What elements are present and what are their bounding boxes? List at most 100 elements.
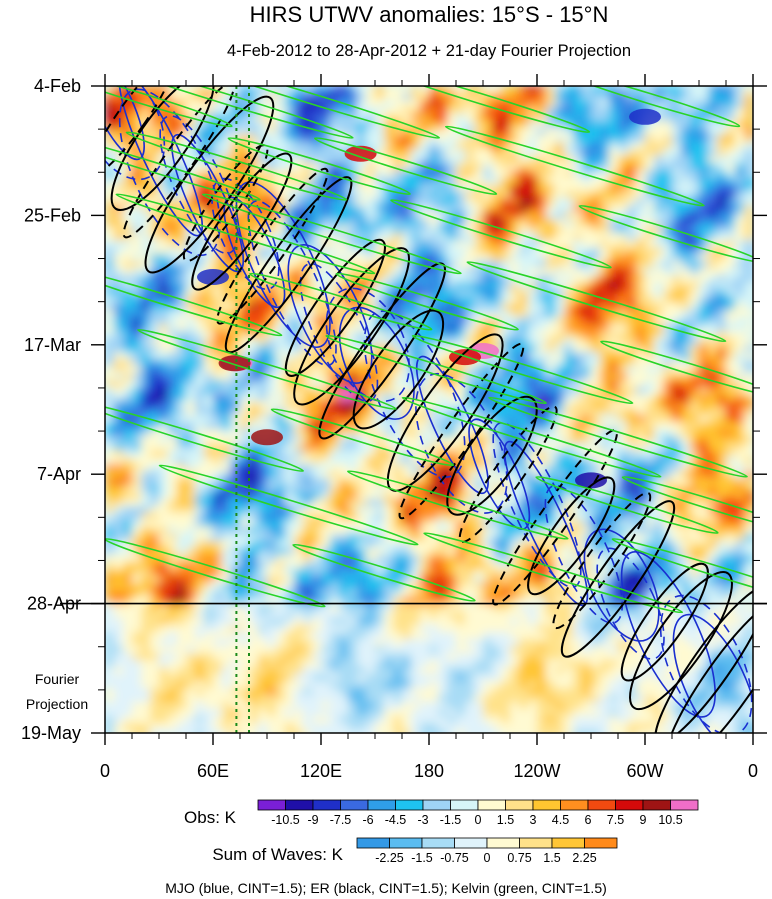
field-cell [726,506,736,514]
field-cell [573,562,583,570]
field-cell [204,338,214,346]
field-cell [627,93,637,101]
field-cell [402,555,412,563]
field-cell [294,198,304,206]
field-cell [240,534,250,542]
field-cell [240,219,250,227]
field-cell [483,527,493,535]
field-cell [177,527,187,535]
field-cell [177,506,187,514]
field-cell [123,506,133,514]
field-cell [177,205,187,213]
field-cell [123,492,133,500]
field-cell [393,226,403,234]
field-cell [402,436,412,444]
field-cell [312,303,322,311]
field-cell [321,499,331,507]
field-cell [600,233,610,241]
field-cell [708,422,718,430]
field-cell [636,240,646,248]
field-cell [177,499,187,507]
field-cell [717,254,727,262]
field-cell [564,135,574,143]
field-cell [366,506,376,514]
field-cell [159,527,169,535]
field-cell [690,205,700,213]
field-cell [600,107,610,115]
field-cell [564,184,574,192]
field-cell [222,352,232,360]
field-cell [231,254,241,262]
field-cell [339,121,349,129]
field-cell [672,177,682,185]
field-cell [645,366,655,374]
field-cell [474,478,484,486]
field-cell [114,268,124,276]
field-cell [294,156,304,164]
field-cell [699,541,709,549]
field-cell [429,177,439,185]
field-cell [564,149,574,157]
field-cell [132,170,142,178]
field-cell [195,457,205,465]
field-cell [213,352,223,360]
field-cell [438,247,448,255]
field-cell [672,114,682,122]
field-cell [645,499,655,507]
field-cell [285,359,295,367]
field-cell [708,184,718,192]
field-cell [744,443,753,451]
field-cell [744,394,753,402]
field-cell [636,324,646,332]
field-cell [267,226,277,234]
field-cell [708,107,718,115]
field-cell [699,359,709,367]
field-cell [204,401,214,409]
field-cell [663,534,673,542]
field-cell [699,485,709,493]
field-cell [231,548,241,556]
field-cell [699,121,709,129]
field-cell [384,562,394,570]
field-cell [618,443,628,451]
field-cell [654,100,664,108]
field-cell [150,338,160,346]
field-cell [510,506,520,514]
field-cell [681,156,691,164]
field-cell [636,387,646,395]
field-cell [681,527,691,535]
field-cell [177,198,187,206]
field-cell [339,289,349,297]
field-cell [699,268,709,276]
field-cell [708,338,718,346]
field-cell [330,541,340,549]
field-cell [114,226,124,234]
field-cell [195,562,205,570]
field-cell [492,191,502,199]
field-cell [105,86,115,94]
field-cell [150,373,160,381]
field-cell [159,513,169,521]
field-cell [654,177,664,185]
field-cell [447,226,457,234]
field-cell [132,569,142,577]
field-cell [240,86,250,94]
field-cell [627,296,637,304]
field-cell [240,156,250,164]
field-cell [303,163,313,171]
field-cell [375,422,385,430]
field-cell [348,121,358,129]
field-cell [564,366,574,374]
field-cell [501,541,511,549]
field-cell [618,149,628,157]
field-cell [654,401,664,409]
field-cell [582,198,592,206]
field-cell [231,422,241,430]
field-cell [285,457,295,465]
field-cell [654,205,664,213]
field-cell [186,156,196,164]
field-cell [528,289,538,297]
field-cell [195,86,205,94]
field-cell [726,527,736,535]
field-cell [339,107,349,115]
